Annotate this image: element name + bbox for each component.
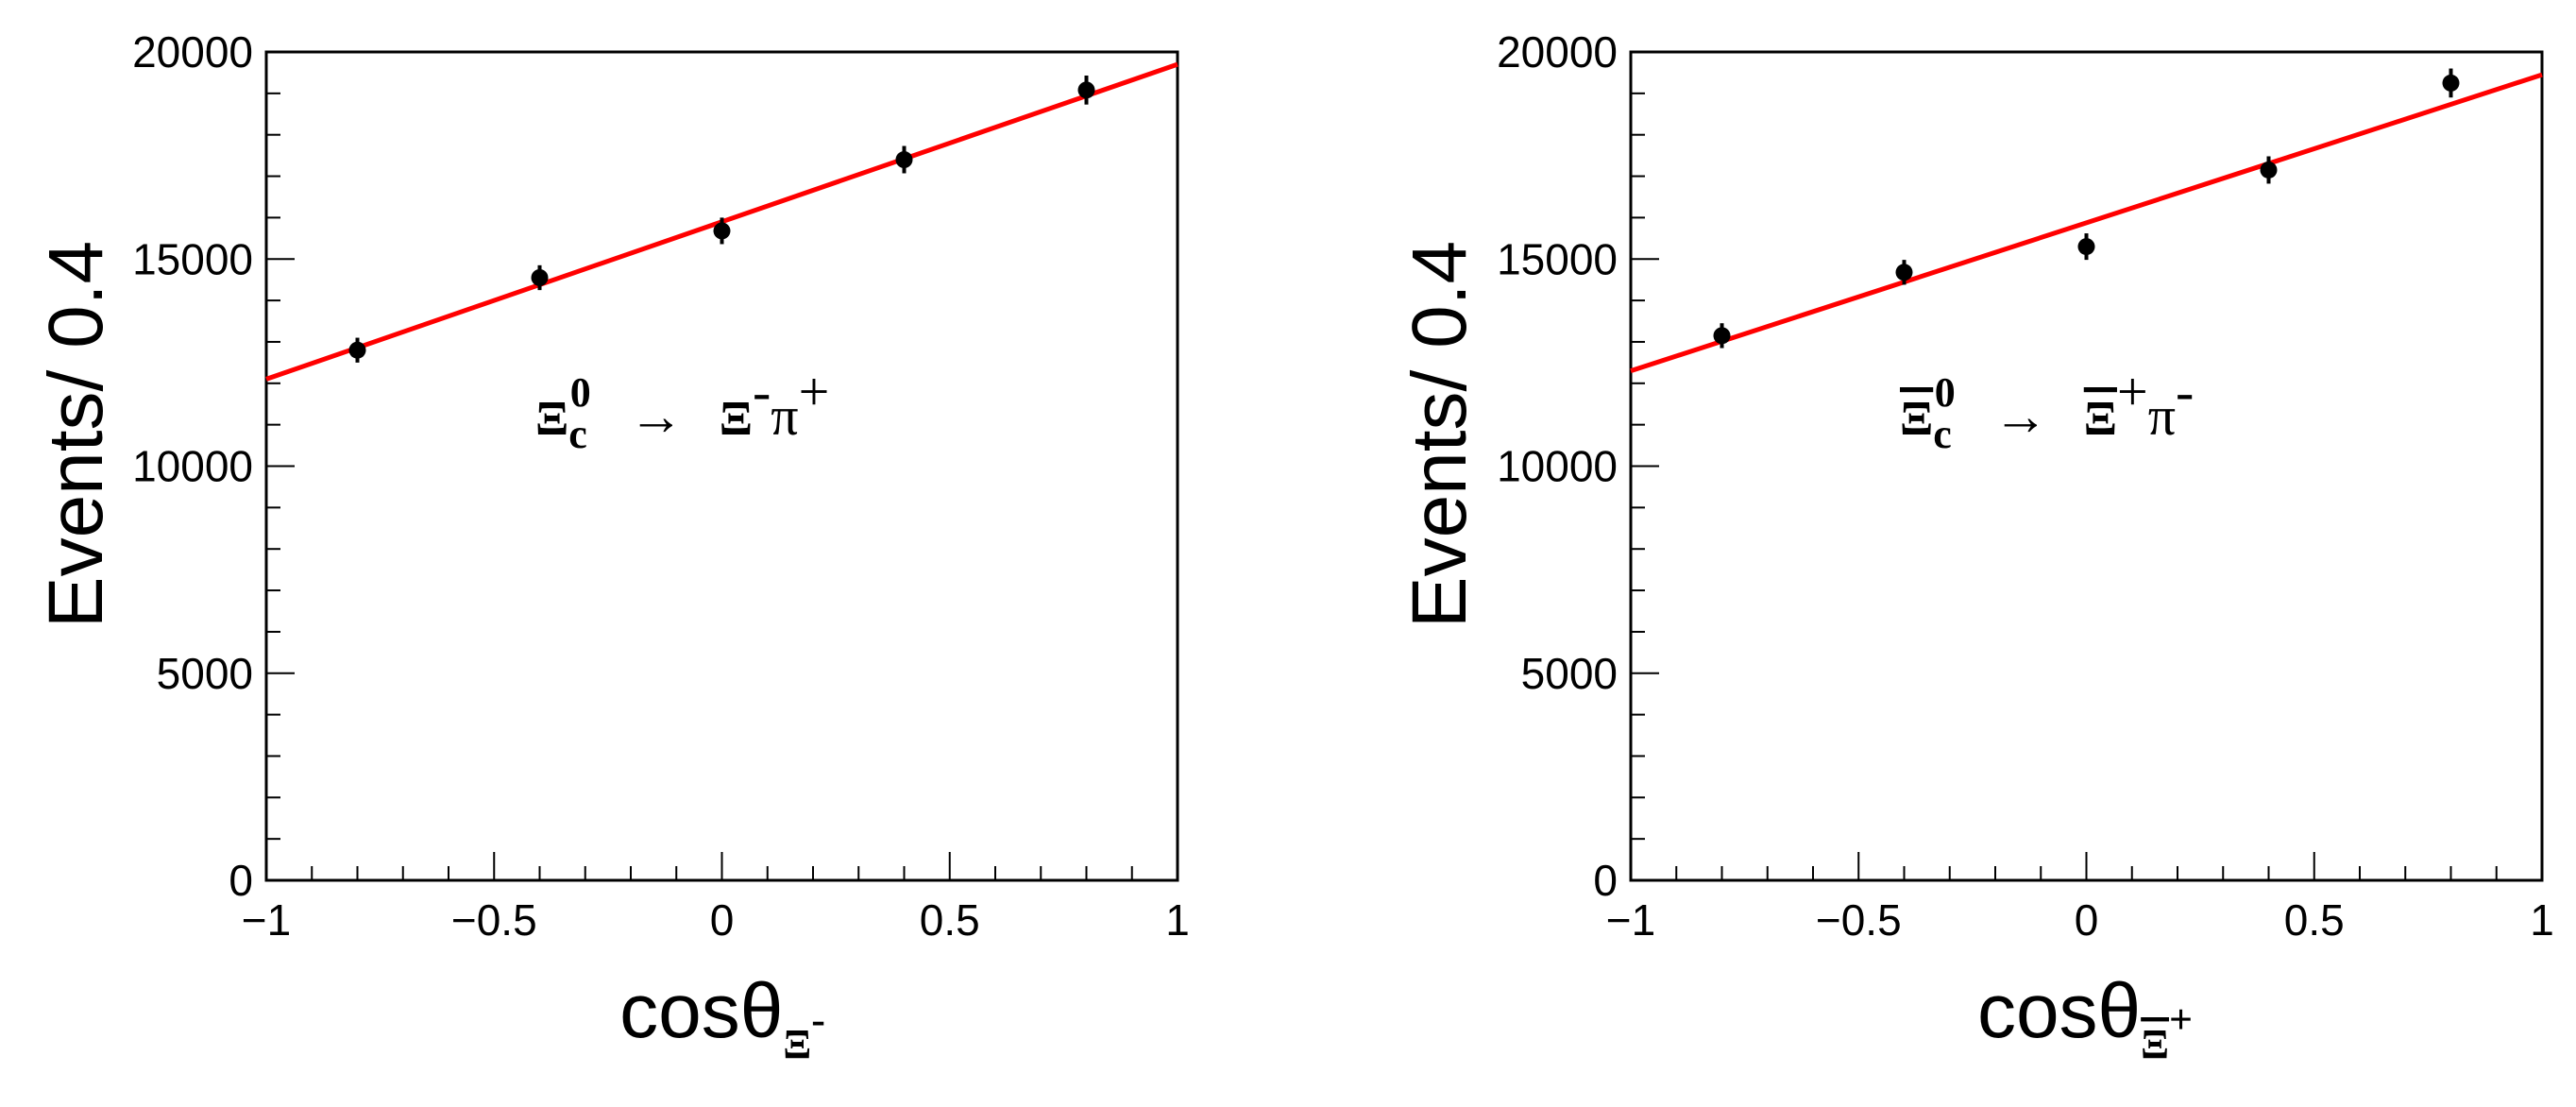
left-x-axis-main: cosθ xyxy=(619,968,783,1054)
y-tick-label: 20000 xyxy=(1497,27,1618,77)
right-x-axis-title: cosθΞ+ xyxy=(1977,968,2193,1067)
left-x-axis-subscript: Ξ xyxy=(783,1021,811,1067)
right-annot-parent-sub: c xyxy=(1933,411,1952,457)
right-x-axis-main: cosθ xyxy=(1977,968,2141,1054)
right-x-axis-subscript: Ξ xyxy=(2141,1021,2169,1067)
data-point xyxy=(2077,238,2095,256)
y-tick-label: 0 xyxy=(1593,856,1618,905)
y-tick-label: 15000 xyxy=(132,234,253,283)
data-point xyxy=(895,151,913,169)
left-annot-daughter-sup: - xyxy=(753,361,771,422)
x-tick-label: 0.5 xyxy=(920,895,980,945)
left-axis-ticks xyxy=(265,51,1178,881)
left-annot-parent-sub: c xyxy=(568,411,587,457)
right-tick-labels: −1 −0.5 0 0.5 1 0 5000 10000 15000 20000 xyxy=(1497,27,2554,945)
y-tick-label: 5000 xyxy=(157,649,253,698)
x-tick-label: −1 xyxy=(1606,895,1655,945)
right-y-axis-title: Events/ 0.4 xyxy=(1397,241,1483,628)
right-plot-frame xyxy=(1629,50,2544,882)
right-decay-annotation: Ξc0 → Ξ+π- xyxy=(1900,361,2194,457)
right-chart-panel: −1 −0.5 0 0.5 1 0 5000 10000 15000 20000 Events/ … xyxy=(1397,27,2554,1067)
right-annot-pion-sup: - xyxy=(2176,361,2194,422)
right-annot-daughter: Ξ xyxy=(2084,392,2117,446)
left-plot-frame xyxy=(264,50,1179,882)
data-point xyxy=(1895,264,1913,281)
left-data-points xyxy=(348,75,1095,363)
x-tick-label: −0.5 xyxy=(451,895,537,945)
fit-line xyxy=(1630,72,2543,374)
y-tick-label: 20000 xyxy=(132,27,253,77)
x-tick-label: 0 xyxy=(710,895,735,945)
right-x-axis-subscript-sup: + xyxy=(2169,996,2193,1043)
data-point xyxy=(1077,81,1095,99)
right-axis-ticks xyxy=(1630,51,2543,881)
left-decay-annotation: Ξc0 → Ξ-π+ xyxy=(535,361,829,457)
right-annot-pion: π xyxy=(2148,385,2176,447)
y-tick-label: 10000 xyxy=(1497,442,1618,491)
x-tick-label: 0 xyxy=(2075,895,2099,945)
left-x-axis-subscript-sup: - xyxy=(811,996,825,1043)
x-tick-label: −1 xyxy=(242,895,291,945)
data-point xyxy=(531,268,549,286)
y-tick-label: 0 xyxy=(229,856,253,905)
data-point xyxy=(348,341,366,359)
y-tick-label: 10000 xyxy=(132,442,253,491)
left-annot-pion: π xyxy=(771,385,798,447)
left-annot-parent-sup: 0 xyxy=(570,369,591,416)
left-annot-parent: Ξ xyxy=(535,392,568,446)
left-annot-arrow: → xyxy=(629,385,684,447)
y-tick-label: 15000 xyxy=(1497,234,1618,283)
left-y-axis-title: Events/ 0.4 xyxy=(33,241,119,628)
x-tick-label: 0.5 xyxy=(2284,895,2345,945)
x-tick-label: 1 xyxy=(2530,895,2554,945)
right-annot-arrow: → xyxy=(1993,385,2048,447)
right-fit-layer xyxy=(1630,72,2543,374)
left-x-axis-title: cosθΞ- xyxy=(619,968,825,1067)
data-point xyxy=(2260,161,2278,179)
left-annot-daughter: Ξ xyxy=(720,392,753,446)
right-data-points xyxy=(1713,68,2460,349)
left-annot-pion-sup: + xyxy=(799,361,830,422)
left-chart-panel: −1 −0.5 0 0.5 1 0 5000 10000 15000 20000 Events/ … xyxy=(33,27,1190,1067)
right-annot-parent-sup: 0 xyxy=(1935,369,1956,416)
data-point xyxy=(2442,74,2460,92)
data-point xyxy=(1713,327,1731,345)
y-tick-label: 5000 xyxy=(1521,649,1618,698)
right-annot-parent: Ξ xyxy=(1900,392,1933,446)
left-tick-labels: −1 −0.5 0 0.5 1 0 5000 10000 15000 20000 xyxy=(132,27,1190,945)
data-point xyxy=(713,222,731,240)
x-tick-label: −0.5 xyxy=(1816,895,1902,945)
x-tick-label: 1 xyxy=(1165,895,1190,945)
right-annot-daughter-sup: + xyxy=(2117,361,2148,422)
